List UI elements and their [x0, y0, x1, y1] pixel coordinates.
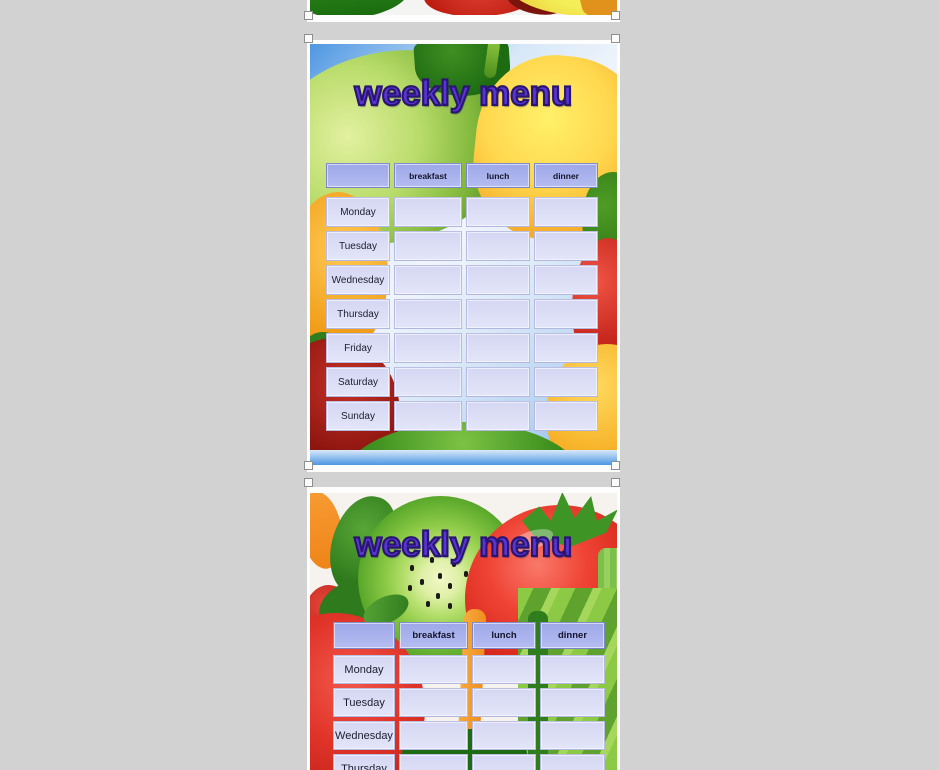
flat-menu-image[interactable]: weekly menu breakfast lunch dinner Monda…: [310, 493, 617, 770]
meal-cell: [534, 333, 598, 363]
page-glossy-menu[interactable]: weekly menu breakfast lunch dinner Monda…: [307, 40, 620, 472]
meal-cell: [399, 688, 468, 717]
day-label: Saturday: [326, 367, 390, 397]
day-label: Friday: [326, 333, 390, 363]
meal-cell: [394, 265, 462, 295]
table-header-row: breakfast lunch dinner: [326, 163, 598, 188]
meal-cell: [472, 688, 536, 717]
meal-cell: [394, 401, 462, 431]
day-label: Monday: [326, 197, 390, 227]
page-flat-menu[interactable]: weekly menu breakfast lunch dinner Monda…: [307, 487, 620, 770]
day-label: Tuesday: [333, 688, 395, 717]
day-label: Wednesday: [333, 721, 395, 750]
meal-cell: [540, 721, 605, 750]
table-row: Wednesday: [326, 265, 598, 295]
selection-handle[interactable]: [304, 461, 313, 470]
table-row: Monday: [333, 655, 605, 684]
red-pepper-illustration: [424, 0, 536, 15]
meal-cell: [466, 231, 530, 261]
table-row: Tuesday: [333, 688, 605, 717]
day-label: Thursday: [333, 754, 395, 770]
table-row: Sunday: [326, 401, 598, 431]
meal-cell: [534, 231, 598, 261]
meal-cell: [472, 721, 536, 750]
table-row: Saturday: [326, 367, 598, 397]
meal-cell: [466, 333, 530, 363]
meal-cell: [540, 688, 605, 717]
page-title: weekly menu: [353, 74, 573, 113]
green-leaf-illustration: [310, 0, 413, 15]
header-lunch: lunch: [472, 622, 536, 649]
table-row: Thursday: [326, 299, 598, 329]
day-label: Thursday: [326, 299, 390, 329]
page-title: weekly menu: [353, 525, 573, 564]
blue-band-illustration: [310, 450, 617, 465]
meal-cell: [394, 231, 462, 261]
selection-handle[interactable]: [611, 11, 620, 20]
meal-cell: [540, 754, 605, 770]
previous-menu-image[interactable]: [310, 0, 617, 15]
day-label: Tuesday: [326, 231, 390, 261]
selection-handle[interactable]: [304, 11, 313, 20]
meal-cell: [466, 367, 530, 397]
meal-cell: [466, 401, 530, 431]
table-corner-cell: [326, 163, 390, 188]
meal-cell: [466, 265, 530, 295]
table-row: Tuesday: [326, 231, 598, 261]
meal-cell: [534, 197, 598, 227]
table-row: Wednesday: [333, 721, 605, 750]
day-label: Sunday: [326, 401, 390, 431]
meal-cell: [534, 367, 598, 397]
meal-cell: [466, 299, 530, 329]
table-row: Friday: [326, 333, 598, 363]
meal-cell: [394, 367, 462, 397]
meal-cell: [466, 197, 530, 227]
meal-cell: [394, 197, 462, 227]
meal-cell: [472, 754, 536, 770]
header-lunch: lunch: [466, 163, 530, 188]
selection-handle[interactable]: [611, 34, 620, 43]
header-breakfast: breakfast: [394, 163, 462, 188]
meal-cell: [399, 721, 468, 750]
weekly-menu-table: breakfast lunch dinner Monday Tuesday: [333, 622, 605, 770]
header-dinner: dinner: [540, 622, 605, 649]
selection-handle[interactable]: [611, 478, 620, 487]
meal-cell: [534, 265, 598, 295]
meal-cell: [399, 655, 468, 684]
table-row: Thursday: [333, 754, 605, 770]
meal-cell: [534, 299, 598, 329]
selection-handle[interactable]: [304, 478, 313, 487]
table-corner-cell: [333, 622, 395, 649]
selection-handle[interactable]: [611, 461, 620, 470]
meal-cell: [472, 655, 536, 684]
page-previous[interactable]: [307, 0, 620, 22]
day-label: Wednesday: [326, 265, 390, 295]
meal-cell: [394, 299, 462, 329]
glossy-menu-image[interactable]: weekly menu breakfast lunch dinner Monda…: [310, 44, 617, 465]
table-row: Monday: [326, 197, 598, 227]
meal-cell: [399, 754, 468, 770]
selection-handle[interactable]: [304, 34, 313, 43]
meal-cell: [540, 655, 605, 684]
header-breakfast: breakfast: [399, 622, 468, 649]
day-label: Monday: [333, 655, 395, 684]
table-header-row: breakfast lunch dinner: [333, 622, 605, 649]
kiwi-seeds-illustration: [438, 573, 442, 579]
meal-cell: [534, 401, 598, 431]
weekly-menu-table: breakfast lunch dinner Monday Tuesday: [326, 163, 598, 431]
meal-cell: [394, 333, 462, 363]
header-dinner: dinner: [534, 163, 598, 188]
